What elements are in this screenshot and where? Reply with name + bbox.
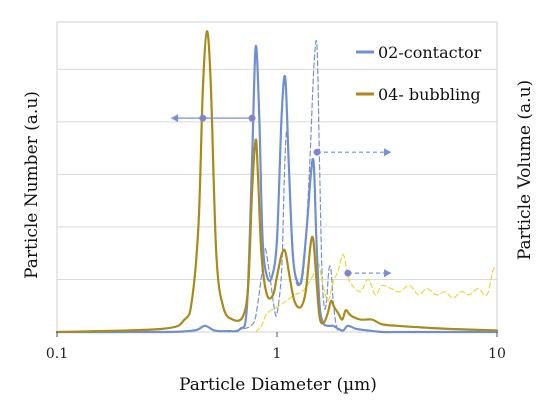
x-axis-title: Particle Diameter (µm) [179, 375, 377, 395]
grid-lines [57, 68, 497, 280]
legend-label-02-contactor: 02-contactor [378, 43, 482, 62]
legend: 02-contactor 04- bubbling [356, 43, 482, 104]
series-line-3 [255, 253, 498, 333]
legend-label-04-bubbling: 04- bubbling [378, 85, 481, 104]
left-y-axis-title: Particle Number (a.u) [22, 91, 42, 279]
annotation-arrowhead-0 [171, 114, 179, 123]
x-tick-label: 0.1 [46, 346, 68, 362]
annotation-arrowhead-3 [384, 148, 392, 157]
annotation-marker-1 [199, 114, 207, 122]
series-line-1 [55, 30, 499, 334]
annotation-marker-4 [313, 148, 321, 156]
annotation-layer [171, 114, 392, 278]
annotation-marker-2 [248, 114, 256, 122]
series-line-0 [55, 44, 499, 334]
annotation-arrowhead-5 [384, 269, 392, 278]
series-layer [55, 30, 499, 334]
x-axis-ticks: 0.1 1 10 [46, 332, 506, 362]
x-tick-label: 1 [273, 346, 282, 362]
right-y-axis-title: Particle Volume (a.u) [515, 80, 535, 260]
plot-area [56, 21, 498, 333]
annotation-marker-6 [344, 269, 352, 277]
x-tick-label: 10 [488, 346, 506, 362]
